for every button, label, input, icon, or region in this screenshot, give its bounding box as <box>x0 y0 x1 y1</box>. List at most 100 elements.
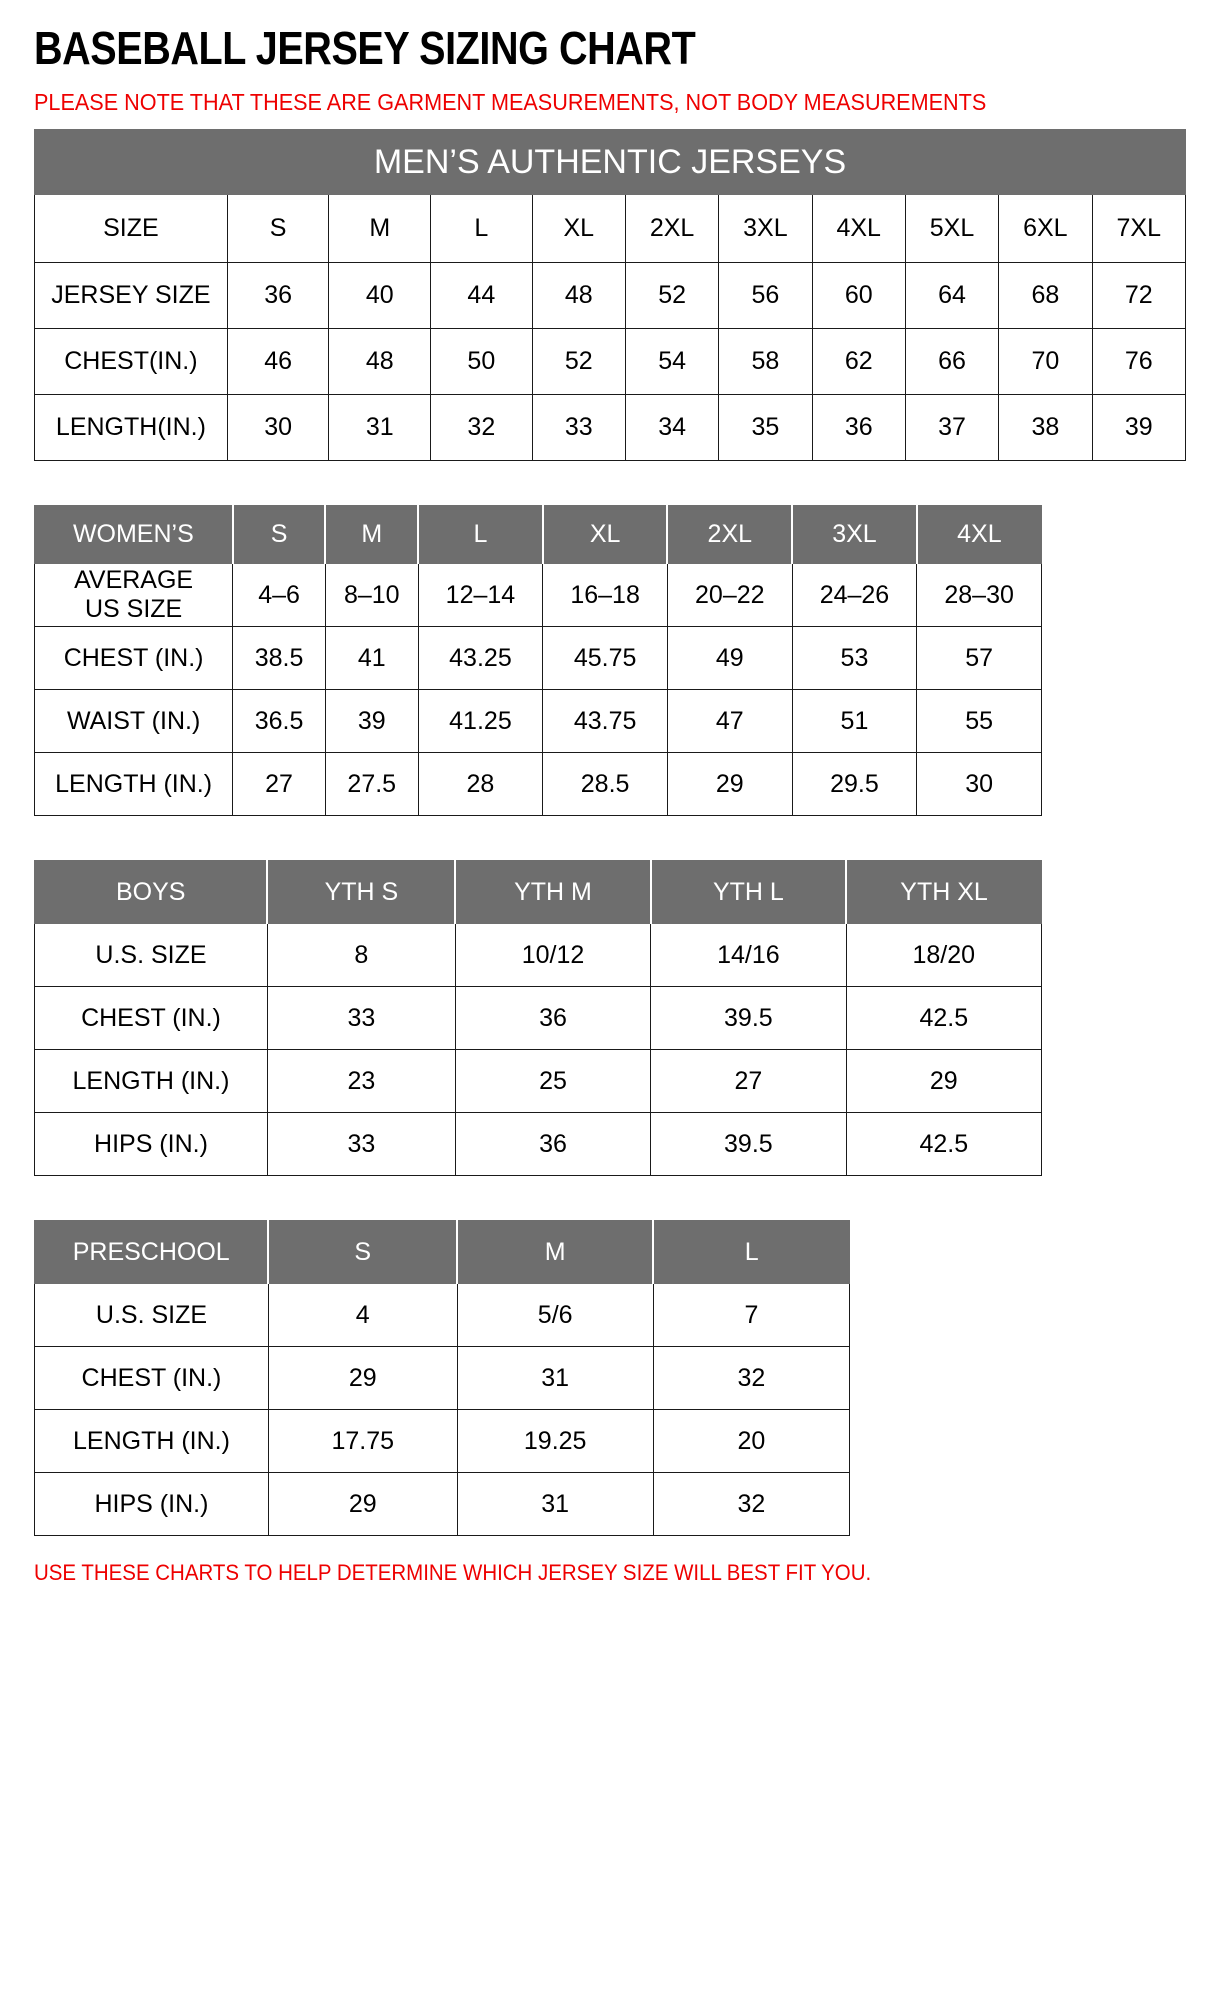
table-row: LENGTH(IN.) 30 31 32 33 34 35 36 37 38 3… <box>34 394 1186 462</box>
table-row: U.S. SIZE 4 5/6 7 <box>34 1283 851 1348</box>
cell: 29 <box>666 752 793 817</box>
cell: 53 <box>791 626 918 691</box>
boys-column-header-row: BOYS YTH S YTH M YTH L YTH XL <box>34 860 1043 925</box>
mens-sizing-table: MEN’S AUTHENTIC JERSEYS SIZE S M L XL 2X… <box>34 129 1186 462</box>
page-title: BASEBALL JERSEY SIZING CHART <box>34 22 696 74</box>
table-row: WAIST (IN.) 36.5 39 41.25 43.75 47 51 55 <box>33 689 1042 754</box>
cell: 34 <box>624 394 720 462</box>
mens-col-header-4xl: 4XL <box>811 194 906 264</box>
womens-sizing-table: WOMEN’S S M L XL 2XL 3XL 4XL AVERAGE US … <box>33 505 1042 817</box>
boys-col-header-yth-m: YTH M <box>454 860 652 925</box>
cell: 36.5 <box>232 689 326 754</box>
cell: 42.5 <box>845 986 1043 1051</box>
mens-col-header-m: M <box>328 194 432 264</box>
cell: 66 <box>904 328 1000 396</box>
footer-note: USE THESE CHARTS TO HELP DETERMINE WHICH… <box>34 1560 872 1586</box>
cell: 28.5 <box>542 752 668 817</box>
womens-col-header-xl: XL <box>541 505 669 565</box>
cell: 35 <box>718 394 813 462</box>
preschool-row-label-chest: CHEST (IN.) <box>34 1346 269 1411</box>
cell: 32 <box>652 1346 851 1411</box>
table-row: AVERAGE US SIZE 4–6 8–10 12–14 16–18 20–… <box>33 563 1042 628</box>
cell: 33 <box>266 1112 456 1177</box>
cell: 30 <box>226 394 330 462</box>
cell: 64 <box>904 262 1000 330</box>
cell: 17.75 <box>267 1409 458 1474</box>
cell: 38.5 <box>232 626 326 691</box>
sizing-chart-page: BASEBALL JERSEY SIZING CHART PLEASE NOTE… <box>0 22 1220 1586</box>
cell: 32 <box>430 394 533 462</box>
boys-col-header-yth-xl: YTH XL <box>845 860 1043 925</box>
womens-col-header-m: M <box>324 505 420 565</box>
cell: 31 <box>456 1472 654 1537</box>
table-row: HIPS (IN.) 29 31 32 <box>34 1472 851 1537</box>
mens-col-header-2xl: 2XL <box>624 194 720 264</box>
mens-row-label-length: LENGTH(IN.) <box>34 394 228 462</box>
mens-banner-title: MEN’S AUTHENTIC JERSEYS <box>34 129 1186 196</box>
mens-row-label-jersey-size: JERSEY SIZE <box>34 262 228 330</box>
preschool-col-header-l: L <box>652 1220 851 1285</box>
cell: 58 <box>718 328 813 396</box>
womens-row-label-average-us-size: AVERAGE US SIZE <box>33 563 234 628</box>
womens-col-header-l: L <box>417 505 544 565</box>
cell: 47 <box>666 689 793 754</box>
cell: 45.75 <box>542 626 668 691</box>
preschool-column-header-row: PRESCHOOL S M L <box>34 1220 851 1285</box>
cell: 42.5 <box>845 1112 1043 1177</box>
table-row: U.S. SIZE 8 10/12 14/16 18/20 <box>34 923 1043 988</box>
cell: 10/12 <box>454 923 652 988</box>
cell: 60 <box>811 262 906 330</box>
cell: 8 <box>266 923 456 988</box>
cell: 44 <box>430 262 533 330</box>
table-row: LENGTH (IN.) 17.75 19.25 20 <box>34 1409 851 1474</box>
cell: 56 <box>718 262 813 330</box>
womens-col-header-s: S <box>231 505 327 565</box>
preschool-row-label-hips: HIPS (IN.) <box>34 1472 269 1537</box>
cell: 48 <box>328 328 432 396</box>
cell: 20 <box>652 1409 851 1474</box>
cell: 68 <box>998 262 1093 330</box>
womens-row-label-header: WOMEN’S <box>33 505 234 565</box>
cell: 52 <box>624 262 720 330</box>
cell: 31 <box>328 394 432 462</box>
table-row: LENGTH (IN.) 23 25 27 29 <box>34 1049 1043 1114</box>
womens-col-header-4xl: 4XL <box>915 505 1042 565</box>
womens-row-label-line2: US SIZE <box>84 595 183 624</box>
cell: 72 <box>1091 262 1186 330</box>
mens-col-header-3xl: 3XL <box>718 194 813 264</box>
boys-row-label-hips: HIPS (IN.) <box>34 1112 268 1177</box>
boys-table-wrap: BOYS YTH S YTH M YTH L YTH XL U.S. SIZE … <box>34 860 1186 1177</box>
boys-row-label-us-size: U.S. SIZE <box>34 923 268 988</box>
cell: 49 <box>666 626 793 691</box>
cell: 24–26 <box>791 563 918 628</box>
preschool-row-label-header: PRESCHOOL <box>34 1220 270 1285</box>
mens-col-header-6xl: 6XL <box>998 194 1093 264</box>
womens-col-header-2xl: 2XL <box>666 505 794 565</box>
cell: 28–30 <box>916 563 1042 628</box>
womens-row-label-waist: WAIST (IN.) <box>33 689 234 754</box>
boys-sizing-table: BOYS YTH S YTH M YTH L YTH XL U.S. SIZE … <box>34 860 1043 1177</box>
cell: 70 <box>998 328 1093 396</box>
cell: 41.25 <box>417 689 544 754</box>
cell: 36 <box>226 262 330 330</box>
table-row: JERSEY SIZE 36 40 44 48 52 56 60 64 68 7… <box>34 262 1186 330</box>
cell: 31 <box>456 1346 654 1411</box>
womens-row-label-line1: AVERAGE <box>74 566 194 595</box>
cell: 41 <box>324 626 419 691</box>
preschool-sizing-table: PRESCHOOL S M L U.S. SIZE 4 5/6 7 CHEST … <box>34 1220 851 1537</box>
cell: 19.25 <box>456 1409 654 1474</box>
garment-measurement-note: PLEASE NOTE THAT THESE ARE GARMENT MEASU… <box>34 88 987 115</box>
cell: 29.5 <box>791 752 918 817</box>
cell: 27 <box>650 1049 847 1114</box>
womens-row-label-chest: CHEST (IN.) <box>33 626 234 691</box>
womens-column-header-row: WOMEN’S S M L XL 2XL 3XL 4XL <box>33 505 1042 565</box>
boys-col-header-yth-l: YTH L <box>649 860 848 925</box>
cell: 23 <box>266 1049 456 1114</box>
cell: 36 <box>454 986 652 1051</box>
cell: 50 <box>430 328 533 396</box>
cell: 43.25 <box>417 626 544 691</box>
boys-row-label-chest: CHEST (IN.) <box>34 986 268 1051</box>
mens-row-label-header: SIZE <box>34 194 228 264</box>
boys-col-header-yth-s: YTH S <box>266 860 457 925</box>
mens-col-header-xl: XL <box>531 194 626 264</box>
